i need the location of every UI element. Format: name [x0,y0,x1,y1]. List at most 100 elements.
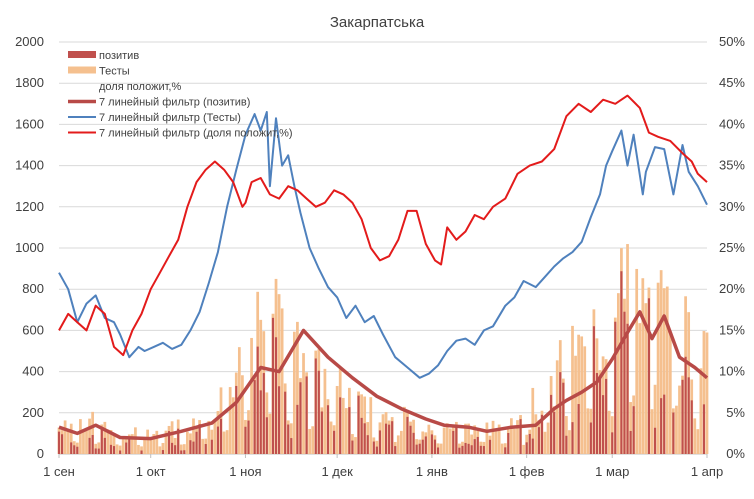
positive-bar [559,372,562,454]
test-bar [641,278,645,454]
x-tick-label: 1 окт [136,464,166,479]
positive-bar [537,427,540,454]
y2-tick-label: 50% [719,34,745,49]
positive-bar [430,434,433,454]
y-tick-label: 800 [22,281,44,296]
x-tick-label: 1 дек [321,464,353,479]
positive-bar [180,450,183,454]
positive-bar [94,448,97,454]
positive-bar [436,447,440,454]
x-tick-label: 1 ноя [229,464,261,479]
test-bar [182,444,186,454]
y-tick-label: 2000 [15,34,44,49]
test-bar [161,442,165,454]
positive-bar [394,446,397,454]
test-bar [222,431,226,454]
test-bar [491,420,495,454]
positive-bar [605,378,608,454]
test-bar [85,430,88,454]
positive-bar [653,427,657,454]
test-bar [586,408,590,454]
test-bar [88,418,91,454]
positive-bar [161,450,164,454]
positive-bar [360,417,363,454]
positive-bar [284,391,287,454]
positive-bar [470,445,473,454]
x-axis: 1 сен 1 окт 1 ноя 1 дек 1 янв 1 фев 1 мар 1 апр [43,454,723,479]
test-bar [140,446,143,454]
test-bar [516,420,519,454]
positive-bar [375,446,378,454]
positive-bar [195,431,198,454]
legend-label: доля положит,% [99,81,181,93]
test-bar [635,268,639,454]
positive-bar [70,442,73,454]
y-tick-label: 1000 [15,240,44,255]
positive-bar [192,441,195,454]
positive-bar [687,377,690,454]
positive-bar [216,426,220,454]
y2-tick-label: 20% [719,281,745,296]
positive-bar [314,358,317,454]
positive-bar [235,385,238,454]
series-line [58,310,709,441]
test-bar [109,429,113,454]
test-bar [134,427,137,454]
positive-bar [684,356,687,454]
positive-bar [421,439,424,454]
x-tick-label: 1 сен [43,464,75,479]
test-bar [546,422,550,454]
positive-bar [384,423,388,454]
positive-bar [455,426,458,454]
positive-bar [614,321,617,454]
positive-bar [479,445,482,454]
test-bar [344,408,348,454]
test-bar [485,422,489,454]
y-tick-label: 0 [37,446,44,461]
test-bar [696,429,700,454]
y-tick-label: 400 [22,364,44,379]
test-bar [302,353,305,454]
positive-bar [189,440,192,454]
positive-bar [299,382,302,454]
positive-bar [287,424,290,454]
test-bar [115,444,119,454]
positive-bar [672,412,675,454]
positive-bar [602,395,605,454]
test-bar [179,444,183,454]
positive-bar [76,446,79,454]
test-bar [629,402,632,454]
test-bar [250,337,253,454]
positive-bar [140,450,143,454]
test-bar [668,332,672,454]
y-tick-label: 1600 [15,116,44,131]
positive-bar [253,380,256,454]
positive-bar [296,404,299,454]
test-bar [143,439,146,454]
test-bar [644,303,648,454]
positive-bar [611,432,614,454]
positive-bar [464,442,467,454]
test-bar [335,386,339,454]
test-bar [152,434,156,454]
positive-bar [97,448,100,454]
test-bar [513,428,516,454]
y2-tick-label: 15% [719,322,745,337]
positive-bar [256,346,259,454]
y-tick-label: 1400 [15,158,44,173]
test-bar [296,321,299,454]
test-bar [470,434,474,454]
test-bar [277,294,281,454]
test-bar [403,406,406,454]
positive-bar [91,435,94,454]
test-bar [192,418,195,454]
positive-bar [418,443,421,454]
positive-bar [467,443,470,454]
test-bar [653,384,657,454]
test-bar [170,421,174,454]
positive-bar [128,438,131,454]
test-bar [146,429,150,454]
positive-bar [473,439,476,454]
positive-bar [388,424,391,454]
positive-bar [378,430,382,454]
